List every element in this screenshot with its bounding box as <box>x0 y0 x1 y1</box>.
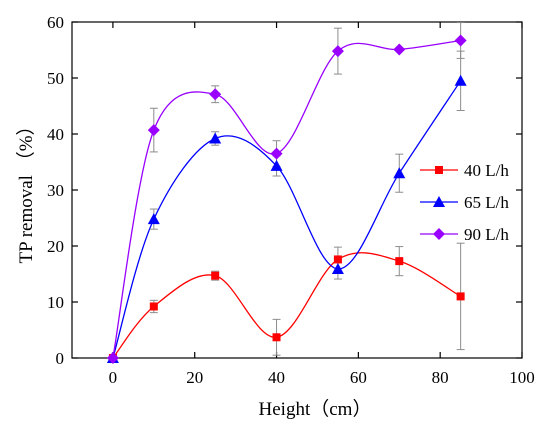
legend-marker-90-l-h <box>433 228 445 240</box>
legend-marker-40-l-h <box>435 166 443 174</box>
legend-label-65-l-h: 65 L/h <box>464 193 509 212</box>
data-point-65-l-h <box>147 213 160 225</box>
x-tick-label: 100 <box>509 368 535 387</box>
data-point-90-l-h <box>106 352 119 364</box>
y-axis-title: TP removal （%） <box>15 116 37 263</box>
legend-marker-65-l-h <box>433 196 445 207</box>
x-tick-label: 20 <box>186 368 203 387</box>
y-tick-label: 20 <box>47 237 64 256</box>
data-point-90-l-h <box>209 88 222 101</box>
data-point-65-l-h <box>331 262 344 274</box>
data-point-90-l-h <box>270 147 283 160</box>
legend: 40 L/h 65 L/h 90 L/h <box>420 161 509 244</box>
x-tick-label: 0 <box>109 368 118 387</box>
data-point-65-l-h <box>270 159 283 171</box>
y-tick-label: 30 <box>47 181 64 200</box>
data-point-90-l-h <box>331 45 344 58</box>
x-axis-title: Height（cm） <box>259 398 372 420</box>
data-point-90-l-h <box>454 34 467 47</box>
y-ticks: 0 10 20 30 40 50 60 <box>47 13 522 368</box>
data-point-65-l-h <box>393 167 406 179</box>
error-bars <box>149 22 465 356</box>
series-line-65-l-h <box>112 80 462 359</box>
y-tick-label: 40 <box>47 125 64 144</box>
x-tick-label: 40 <box>268 368 285 387</box>
y-tick-label: 10 <box>47 293 64 312</box>
legend-label-40-l-h: 40 L/h <box>464 161 509 180</box>
data-point-65-l-h <box>209 132 222 144</box>
data-point-40-l-h <box>149 302 158 311</box>
data-point-40-l-h <box>456 292 465 301</box>
data-point-40-l-h <box>272 333 281 342</box>
data-point-90-l-h <box>147 124 160 137</box>
x-tick-label: 80 <box>432 368 449 387</box>
data-point-40-l-h <box>395 257 404 266</box>
data-point-65-l-h <box>454 74 467 86</box>
y-tick-label: 50 <box>47 69 64 88</box>
series-line-90-l-h <box>112 39 461 359</box>
data-points <box>106 34 467 364</box>
data-point-40-l-h <box>211 271 220 280</box>
x-ticks: 0 20 40 60 80 100 <box>109 22 535 387</box>
data-point-40-l-h <box>333 255 342 264</box>
legend-label-90-l-h: 90 L/h <box>464 225 509 244</box>
y-tick-label: 0 <box>56 349 65 368</box>
data-point-90-l-h <box>393 43 406 56</box>
y-tick-label: 60 <box>47 13 64 32</box>
series-line-40-l-h <box>112 252 461 359</box>
series-curves <box>112 39 462 359</box>
x-tick-label: 60 <box>350 368 367 387</box>
